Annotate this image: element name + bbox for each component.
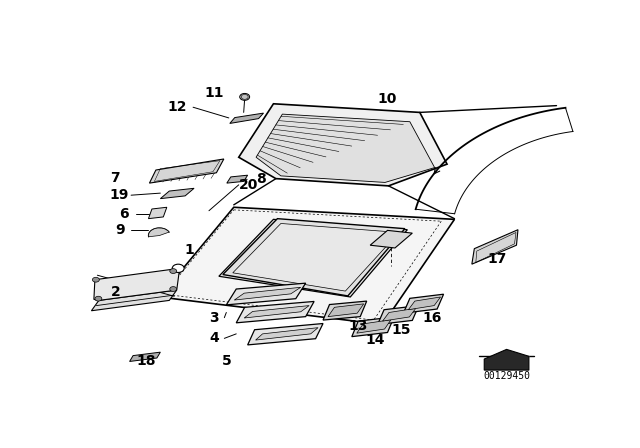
Polygon shape (383, 308, 416, 321)
Polygon shape (352, 317, 394, 336)
Polygon shape (161, 188, 194, 198)
Text: 19: 19 (109, 188, 129, 202)
Circle shape (170, 287, 177, 292)
Polygon shape (230, 113, 264, 124)
Polygon shape (244, 306, 309, 318)
Polygon shape (378, 306, 419, 324)
Polygon shape (248, 323, 323, 345)
Polygon shape (94, 269, 179, 301)
Text: 18: 18 (136, 354, 156, 368)
Polygon shape (150, 159, 224, 183)
Polygon shape (403, 294, 444, 313)
Polygon shape (484, 349, 529, 370)
Polygon shape (148, 207, 167, 219)
Text: 00129450: 00129450 (483, 371, 530, 381)
Circle shape (170, 269, 177, 273)
Polygon shape (256, 114, 435, 182)
Text: 7: 7 (110, 171, 120, 185)
Text: 11: 11 (204, 86, 223, 100)
Polygon shape (328, 304, 364, 317)
Polygon shape (159, 207, 454, 324)
Text: 12: 12 (167, 100, 186, 114)
Text: 20: 20 (239, 178, 259, 192)
Polygon shape (370, 230, 412, 248)
Polygon shape (234, 287, 301, 300)
Polygon shape (129, 352, 161, 362)
Polygon shape (408, 297, 440, 310)
Polygon shape (223, 219, 405, 296)
Text: 17: 17 (487, 252, 506, 266)
Polygon shape (472, 230, 518, 264)
Text: 5: 5 (221, 354, 231, 368)
Text: 14: 14 (365, 333, 385, 347)
Polygon shape (227, 283, 306, 305)
Text: 15: 15 (392, 323, 411, 337)
Text: 8: 8 (256, 172, 266, 186)
Polygon shape (236, 302, 314, 323)
Text: 10: 10 (378, 91, 397, 106)
Text: 3: 3 (209, 310, 219, 325)
Text: 13: 13 (348, 319, 367, 333)
Polygon shape (233, 224, 399, 291)
Polygon shape (239, 104, 447, 186)
Polygon shape (356, 320, 391, 333)
Circle shape (92, 277, 99, 282)
Polygon shape (227, 175, 248, 183)
Text: 4: 4 (209, 332, 219, 345)
Circle shape (172, 264, 184, 272)
Text: 1: 1 (184, 243, 194, 258)
Circle shape (240, 94, 250, 100)
Polygon shape (92, 290, 177, 311)
Polygon shape (323, 301, 367, 320)
Text: 6: 6 (119, 207, 129, 221)
Polygon shape (255, 327, 318, 340)
Circle shape (95, 296, 102, 301)
Polygon shape (219, 220, 408, 297)
Text: 9: 9 (115, 223, 125, 237)
Text: 2: 2 (111, 285, 120, 299)
Text: 16: 16 (422, 310, 442, 325)
Wedge shape (148, 228, 169, 237)
